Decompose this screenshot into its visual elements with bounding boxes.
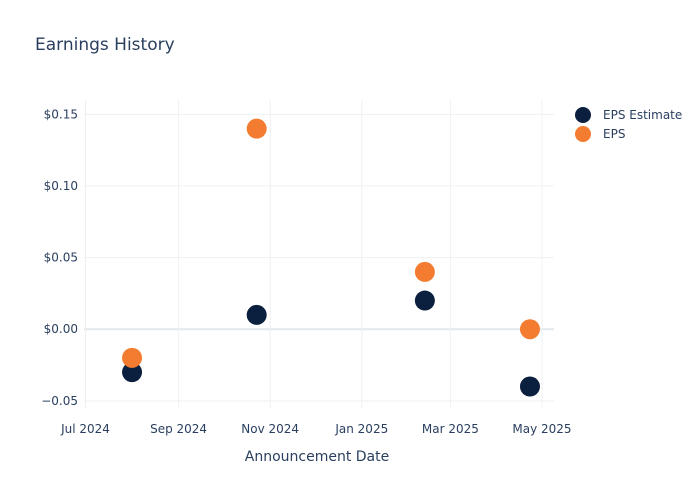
legend-marker[interactable] <box>575 126 591 142</box>
eps-estimate-point[interactable] <box>122 362 143 383</box>
y-tick-label: $0.05 <box>44 251 78 265</box>
legend-marker[interactable] <box>575 107 591 123</box>
legend-label[interactable]: EPS Estimate <box>603 108 682 122</box>
y-tick-label: −0.05 <box>41 394 78 408</box>
eps-point[interactable] <box>519 319 540 340</box>
eps-estimate-point[interactable] <box>246 304 267 325</box>
chart-title: Earnings History <box>35 35 175 55</box>
x-tick-label: Nov 2024 <box>241 422 299 436</box>
data-points <box>122 118 540 397</box>
y-tick-label: $0.10 <box>44 179 78 193</box>
eps-point[interactable] <box>246 118 267 139</box>
legend-label[interactable]: EPS <box>603 127 625 141</box>
y-tick-label: $0.15 <box>44 107 78 121</box>
y-tick-label: $0.00 <box>44 322 78 336</box>
x-axis-title: Announcement Date <box>245 449 389 465</box>
x-tick-label: Sep 2024 <box>150 422 207 436</box>
x-axis-tick-labels: Jul 2024 Sep 2024 Nov 2024 Jan 2025 Mar 2025… <box>60 422 571 436</box>
x-tick-label: Jul 2024 <box>60 422 110 436</box>
grid-lines <box>84 100 554 408</box>
x-tick-label: May 2025 <box>512 422 571 436</box>
y-axis-tick-labels: $0.15 $0.10 $0.05 $0.00 −0.05 <box>41 107 78 408</box>
eps-estimate-point[interactable] <box>414 290 435 311</box>
x-tick-label: Jan 2025 <box>334 422 388 436</box>
eps-estimate-point[interactable] <box>519 376 540 397</box>
eps-point[interactable] <box>414 261 435 282</box>
legend: EPS Estimate EPS <box>575 107 682 142</box>
x-tick-label: Mar 2025 <box>422 422 479 436</box>
eps-point[interactable] <box>122 347 143 368</box>
